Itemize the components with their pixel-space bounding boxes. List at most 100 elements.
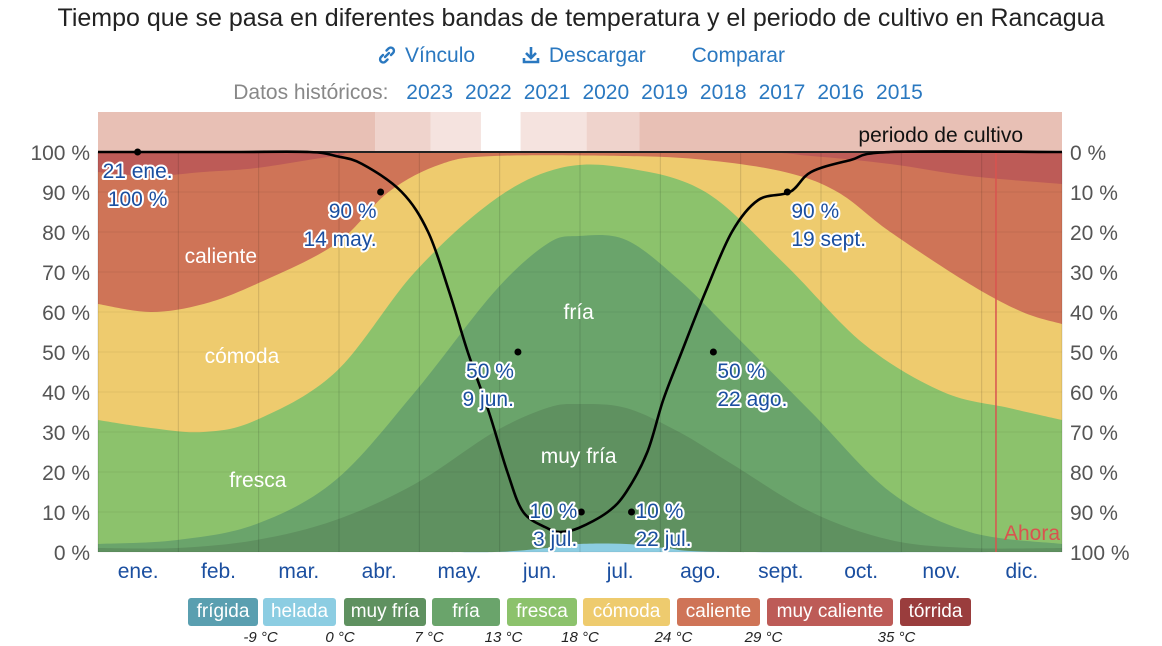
- y-tick-left: 50 %: [42, 342, 90, 365]
- annotation-value: 50 %: [717, 360, 765, 383]
- annotation-value: 10 %: [636, 500, 684, 523]
- y-tick-right: 60 %: [1070, 382, 1118, 405]
- annotation-value: 10 %: [529, 500, 577, 523]
- y-tick-right: 80 %: [1070, 462, 1118, 485]
- growing-season-bar-segment: [480, 112, 521, 152]
- legend-item-helada: helada: [263, 598, 336, 626]
- y-tick-right: 10 %: [1070, 182, 1118, 205]
- month-label: jun.: [522, 560, 557, 583]
- band-area-fria: [98, 234, 1062, 552]
- month-label: may.: [438, 560, 482, 583]
- y-tick-left: 40 %: [42, 382, 90, 405]
- y-tick-right: 70 %: [1070, 422, 1118, 445]
- month-label: ene.: [118, 560, 159, 583]
- band-label: fresca: [229, 469, 287, 492]
- temperature-band-chart: Ahora periodo de cultivo caliente cómoda frí…: [30, 112, 1130, 583]
- annotation-date: 100 %: [108, 188, 168, 211]
- now-label: Ahora: [1004, 522, 1060, 545]
- month-label: mar.: [278, 560, 319, 583]
- y-tick-left: 100 %: [30, 142, 90, 165]
- y-tick-left: 60 %: [42, 302, 90, 325]
- annotation-date: 9 jun.: [463, 388, 514, 411]
- annotation-date: 19 sept.: [791, 228, 866, 251]
- year-link-2017[interactable]: 2017: [758, 81, 806, 104]
- annotation-dot: [377, 188, 385, 196]
- legend-item-caliente: caliente: [677, 598, 760, 626]
- y-tick-left: 0 %: [54, 542, 90, 565]
- month-label: abr.: [362, 560, 397, 583]
- band-label: cómoda: [205, 345, 280, 368]
- legend-item-fresca: fresca: [507, 598, 577, 626]
- year-link-2021[interactable]: 2021: [523, 81, 571, 104]
- annotation-value: 90 %: [329, 200, 377, 223]
- link-button[interactable]: Vínculo: [377, 44, 475, 68]
- annotation-date: 14 may.: [303, 228, 376, 251]
- y-tick-left: 90 %: [42, 182, 90, 205]
- year-link-2015[interactable]: 2015: [876, 81, 923, 104]
- legend-item-comoda: cómoda: [583, 598, 670, 626]
- month-label: dic.: [1005, 560, 1038, 583]
- growing-season-label: periodo de cultivo: [858, 124, 1023, 147]
- band-label: fría: [564, 301, 595, 324]
- annotation-value: 50 %: [466, 360, 514, 383]
- y-tick-right: 90 %: [1070, 502, 1118, 525]
- y-tick-right: 0 %: [1070, 142, 1106, 165]
- annotation-date: 22 jul.: [636, 528, 692, 551]
- band-label: caliente: [185, 245, 257, 268]
- y-tick-right: 50 %: [1070, 342, 1118, 365]
- month-label: jul.: [606, 560, 634, 583]
- compare-button[interactable]: Comparar: [691, 44, 785, 67]
- annotation-value: 90 %: [791, 200, 839, 223]
- year-link-2019[interactable]: 2019: [641, 81, 688, 104]
- legend-threshold: 0 °C: [325, 629, 355, 646]
- legend-threshold: 18 °C: [561, 629, 599, 646]
- historical-label: Datos históricos:: [233, 81, 389, 104]
- annotation-value: 21 ene.: [103, 160, 173, 183]
- annotation-date: 22 ago.: [717, 388, 787, 411]
- month-label: ago.: [680, 560, 721, 583]
- y-tick-left: 80 %: [42, 222, 90, 245]
- legend-item-torrida: tórrida: [900, 598, 971, 626]
- legend-item-muy-fria: muy fría: [344, 598, 426, 626]
- link-icon: [378, 46, 396, 64]
- year-link-2016[interactable]: 2016: [817, 81, 865, 104]
- years-list: 2023 2022 2021 2020 2019 2018 2017 2016 2015: [400, 81, 928, 104]
- y-tick-left: 10 %: [42, 502, 90, 525]
- growing-season-bar-segment: [375, 112, 431, 152]
- historical-years: Datos históricos: 2023 2022 2021 2020 2019 20…: [0, 81, 1162, 105]
- month-label: nov.: [922, 560, 960, 583]
- y-tick-left: 70 %: [42, 262, 90, 285]
- growing-season-bar-segment: [98, 112, 376, 152]
- download-label: Descargar: [548, 44, 646, 67]
- annotation-dot: [628, 508, 636, 516]
- y-tick-right: 30 %: [1070, 262, 1118, 285]
- link-label: Vínculo: [405, 44, 476, 67]
- legend-item-frigida: frígida: [188, 598, 258, 626]
- month-label: sept.: [758, 560, 804, 583]
- annotation-dot: [709, 348, 717, 356]
- legend-threshold: 7 °C: [414, 629, 444, 646]
- legend-threshold: 24 °C: [654, 629, 693, 646]
- legend-threshold: 29 °C: [744, 629, 783, 646]
- y-tick-right: 20 %: [1070, 222, 1118, 245]
- y-tick-left: 30 %: [42, 422, 90, 445]
- legend-threshold: 35 °C: [877, 629, 916, 646]
- band-area-helada: [98, 543, 1062, 553]
- year-link-2023[interactable]: 2023: [406, 81, 454, 104]
- download-button[interactable]: Descargar: [521, 44, 646, 68]
- annotation-dot: [514, 348, 522, 356]
- legend-item-fria: fría: [432, 598, 500, 626]
- page-title: Tiempo que se pasa en diferentes bandas …: [57, 4, 1105, 32]
- y-tick-right: 100 %: [1070, 542, 1130, 565]
- legend-threshold: -9 °C: [243, 629, 278, 646]
- year-link-2020[interactable]: 2020: [582, 81, 630, 104]
- action-bar: Vínculo Descargar Comparar: [0, 44, 1162, 68]
- growing-season-bar-segment: [639, 112, 1062, 152]
- band-area-muy-fria: [98, 403, 1062, 552]
- y-tick-left: 20 %: [42, 462, 90, 485]
- y-tick-right: 40 %: [1070, 302, 1118, 325]
- legend-threshold: 13 °C: [484, 629, 523, 646]
- year-link-2018[interactable]: 2018: [699, 81, 747, 104]
- year-link-2022[interactable]: 2022: [465, 81, 512, 104]
- growing-season-bar-segment: [586, 112, 640, 152]
